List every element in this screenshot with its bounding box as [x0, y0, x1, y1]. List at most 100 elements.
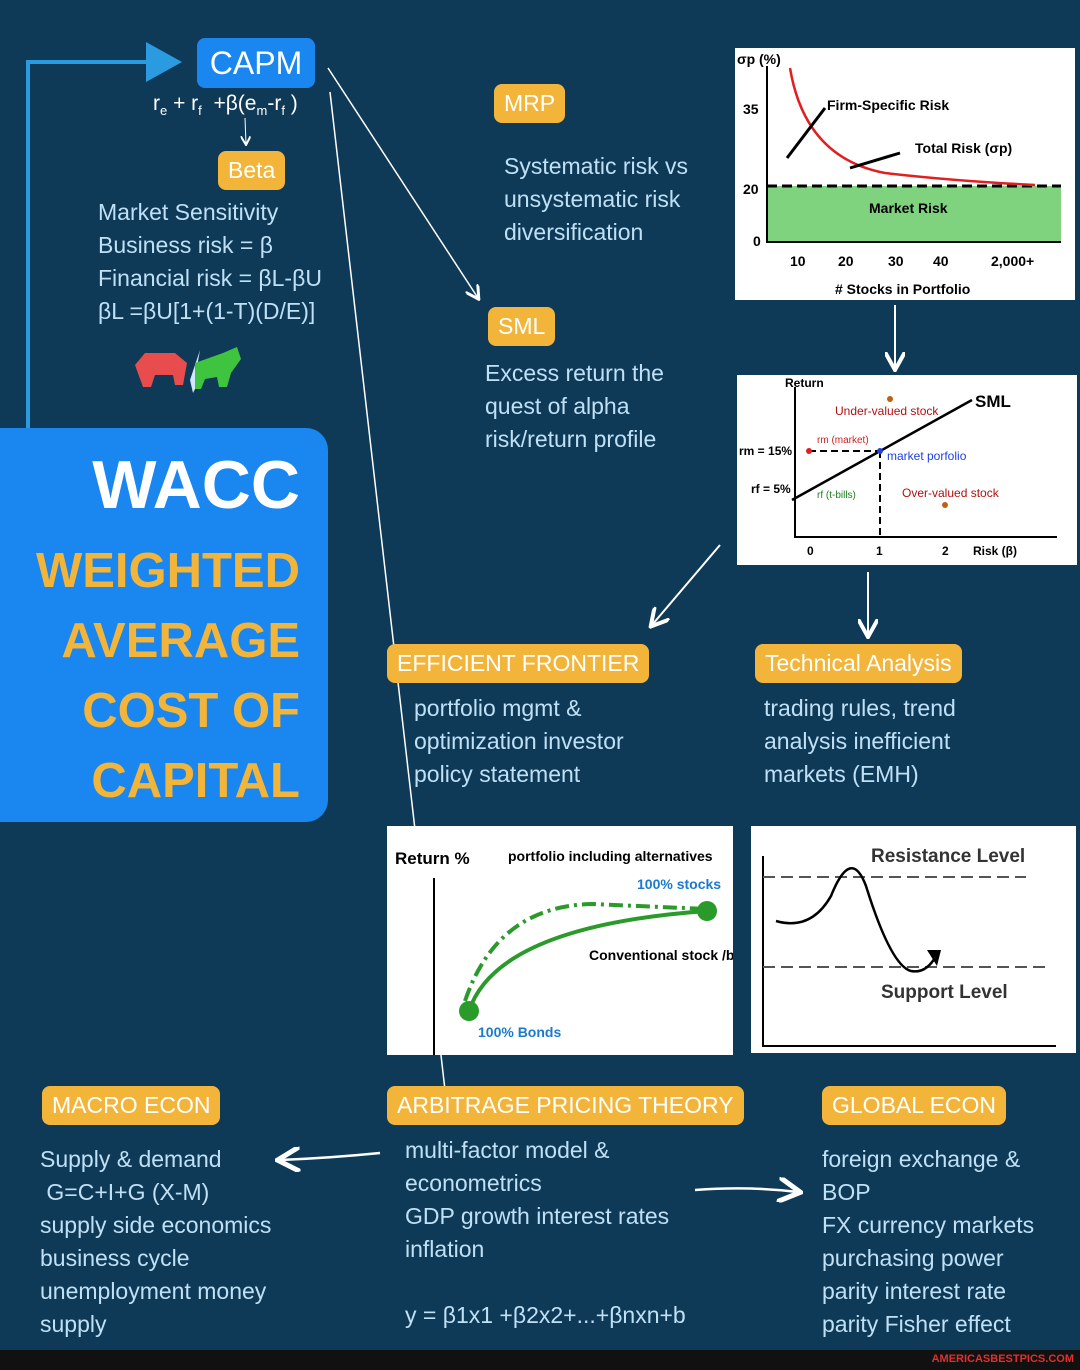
text-line: Market Sensitivity: [98, 199, 279, 225]
text-line: unsystematic risk: [504, 186, 681, 212]
annotation: rf = 5%: [751, 482, 791, 496]
y-tick: 0: [753, 233, 761, 249]
annotation: Resistance Level: [871, 846, 1025, 867]
wacc-subtitle: WEIGHTED AVERAGE COST OF CAPITAL: [36, 536, 300, 816]
text-line: parity Fisher effect: [822, 1311, 1011, 1337]
annotation: Under-valued stock: [835, 404, 939, 418]
y-tick: 20: [743, 181, 759, 197]
text-line: Systematic risk vs: [504, 153, 689, 179]
text-line: policy statement: [414, 761, 581, 787]
subtitle-line: CAPITAL: [91, 754, 300, 808]
mrp-label: MRP: [494, 84, 566, 123]
x-tick: 40: [933, 253, 949, 269]
annotation: Market Risk: [869, 200, 948, 216]
subscript: f: [198, 103, 202, 118]
x-tick: 2,000+: [991, 253, 1034, 269]
text-line: unemployment money: [40, 1278, 267, 1304]
annotation: market porfolio: [887, 449, 967, 463]
text-line: portfolio mgmt &: [414, 695, 582, 721]
apt-text: multi-factor model & econometrics GDP grow…: [405, 1134, 669, 1266]
footer-text: AMERICASBESTPICS.COM: [931, 1353, 1074, 1365]
levels-chart: Resistance Level Support Level: [751, 826, 1076, 1053]
formula-part: r: [153, 92, 160, 115]
annotation: portfolio including alternatives: [508, 848, 713, 864]
text-line: quest of alpha: [485, 393, 630, 419]
capm-formula: re + rf +β(em-rf ): [153, 92, 298, 118]
annotation: Conventional stock /bond portfolio: [589, 947, 733, 963]
x-label: # Stocks in Portfolio: [835, 281, 970, 297]
annotation: Firm-Specific Risk: [827, 97, 949, 113]
x-tick: 1: [876, 544, 883, 558]
text-line: multi-factor model &: [405, 1137, 610, 1163]
efficient-frontier-text: portfolio mgmt & optimization investor pol…: [414, 692, 624, 791]
text-line: Financial risk = βL-βU: [98, 265, 322, 291]
formula-part: +β(e: [201, 92, 257, 115]
macro-econ-label: MACRO ECON: [42, 1086, 221, 1125]
y-label: σp (%): [737, 51, 781, 67]
efficient-frontier-label: EFFICIENT FRONTIER: [387, 644, 650, 683]
y-label: Return %: [395, 849, 470, 868]
global-econ-label: GLOBAL ECON: [822, 1086, 1007, 1125]
mrp-text: Systematic risk vs unsystematic risk diver…: [504, 150, 688, 249]
x-tick: 2: [942, 544, 949, 558]
text-line: inflation: [405, 1236, 485, 1262]
bull-bear-icon: [135, 347, 241, 393]
formula-part: ): [284, 92, 298, 115]
annotation: rf (t-bills): [817, 490, 856, 501]
beta-text: Market Sensitivity Business risk = β Finan…: [98, 196, 322, 328]
apt-formula: y = β1x1 +β2x2+...+βnxn+b: [405, 1302, 686, 1328]
technical-analysis-label: Technical Analysis: [755, 644, 962, 683]
technical-analysis-text: trading rules, trend analysis inefficient…: [764, 692, 956, 791]
text-line: parity interest rate: [822, 1278, 1007, 1304]
x-label: Risk (β): [973, 544, 1017, 558]
text-line: trading rules, trend: [764, 695, 956, 721]
text-line: analysis inefficient: [764, 728, 951, 754]
text-line: markets (EMH): [764, 761, 919, 787]
annotation: Total Risk (σp): [915, 140, 1012, 156]
text-line: foreign exchange &: [822, 1146, 1021, 1172]
text-line: βL =βU[1+(1-T)(D/E)]: [98, 298, 316, 324]
text-line: supply: [40, 1311, 107, 1337]
text-line: Excess return the: [485, 360, 664, 386]
text-line: G=C+I+G (X-M): [40, 1179, 210, 1205]
sml-text: Excess return the quest of alpha risk/retu…: [485, 357, 664, 456]
annotation: Support Level: [881, 982, 1008, 1003]
annotation: 100% stocks: [637, 876, 721, 892]
text-line: supply side economics: [40, 1212, 272, 1238]
text-line: Supply & demand: [40, 1146, 222, 1172]
market-risk-area: [767, 186, 1061, 242]
subtitle-line: AVERAGE: [61, 614, 300, 668]
frontier-chart: Return % portfolio including alternative…: [387, 826, 733, 1055]
beta-label: Beta: [218, 151, 286, 190]
text-line: purchasing power: [822, 1245, 1004, 1271]
footer-bar: AMERICASBESTPICS.COM: [0, 1350, 1080, 1370]
subscript: e: [160, 103, 168, 118]
capm-label: CAPM: [197, 38, 315, 88]
wacc-panel: WACC WEIGHTED AVERAGE COST OF CAPITAL: [0, 428, 328, 822]
text-line: econometrics: [405, 1170, 542, 1196]
text-line: optimization investor: [414, 728, 624, 754]
formula-part: -r: [267, 92, 282, 115]
x-tick: 0: [807, 544, 814, 558]
x-tick: 10: [790, 253, 806, 269]
wacc-title: WACC: [92, 447, 300, 523]
diversification-chart: σp (%) 35 20 0 10 20 30 40 2,000+ # Stoc…: [735, 48, 1075, 300]
text-line: FX currency markets: [822, 1212, 1035, 1238]
formula-part: + r: [167, 92, 199, 115]
y-tick: 35: [743, 101, 759, 117]
x-tick: 30: [888, 253, 904, 269]
text-line: business cycle: [40, 1245, 190, 1271]
x-tick: 20: [838, 253, 854, 269]
macro-econ-text: Supply & demand G=C+I+G (X-M) supply side…: [40, 1143, 271, 1341]
text-line: BOP: [822, 1179, 871, 1205]
sml-chart: Return SML Under-valued stock rm (market…: [737, 375, 1077, 565]
subscript: m: [256, 103, 268, 118]
apt-label: ARBITRAGE PRICING THEORY: [387, 1086, 744, 1125]
line-label: SML: [975, 392, 1011, 411]
subtitle-line: COST OF: [82, 684, 300, 738]
global-econ-text: foreign exchange & BOP FX currency markets…: [822, 1143, 1034, 1341]
text-line: diversification: [504, 219, 644, 245]
y-label: Return: [785, 376, 824, 390]
